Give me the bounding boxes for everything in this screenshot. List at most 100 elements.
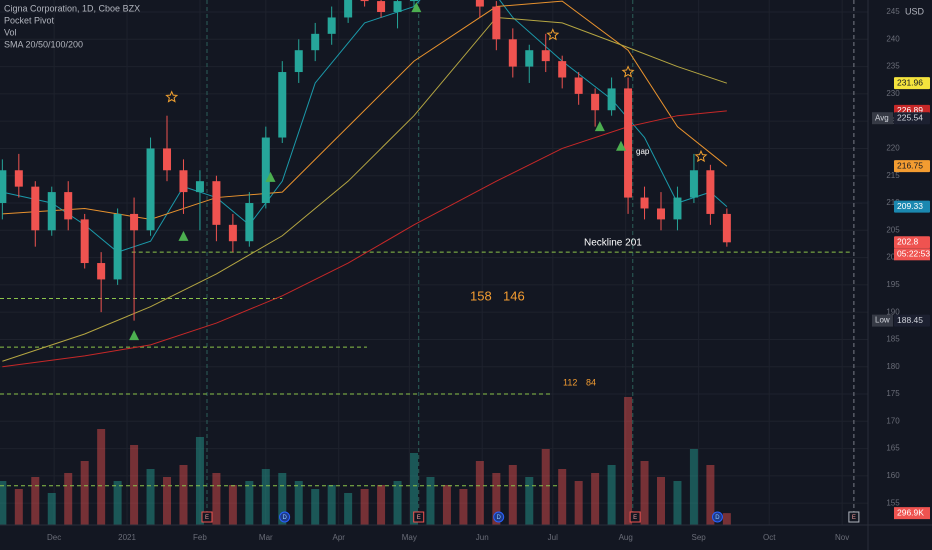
axis-layer: 1551601651701751801851901952002052102152… — [47, 7, 930, 542]
event-icon — [848, 511, 860, 523]
volume-bar — [525, 477, 534, 525]
price-badge — [894, 160, 930, 173]
candle-body — [195, 181, 204, 193]
candle-body — [410, 0, 419, 2]
volume-bar — [591, 473, 600, 525]
volume-bar — [541, 449, 550, 525]
volume-bar — [31, 477, 40, 525]
candle-body — [113, 213, 122, 280]
candle-body — [640, 197, 649, 209]
volume-bar — [640, 461, 649, 525]
event-icon — [711, 511, 723, 523]
y-tick-label: 185 — [886, 335, 900, 344]
price-layer — [0, 0, 731, 341]
x-tick-label: Mar — [259, 533, 273, 542]
event-icon — [413, 511, 425, 523]
badge-tag — [872, 112, 893, 125]
pocket-pivot — [178, 230, 189, 241]
candle-body — [130, 213, 139, 231]
volume-bar — [459, 489, 468, 525]
y-tick-label: 175 — [886, 389, 900, 398]
candle-body — [146, 148, 155, 231]
legend: SMA 20/50/100/200 — [4, 39, 83, 49]
pocket-pivot — [616, 140, 627, 151]
candle-body — [14, 170, 23, 187]
candle-body — [541, 50, 550, 62]
star-marker — [621, 65, 635, 78]
volume-bar — [574, 481, 583, 525]
volume-bar — [113, 481, 122, 525]
y-tick-label: 180 — [886, 362, 900, 371]
volume-bar — [278, 473, 287, 525]
candle-body — [327, 17, 336, 34]
candle-body — [80, 219, 89, 264]
event-icon — [279, 511, 291, 523]
grid — [0, 0, 868, 525]
price-badge-label: 226.89 — [897, 105, 923, 115]
volume-bar — [426, 477, 435, 525]
volume-bar — [294, 481, 303, 525]
price-badge-label: 216.75 — [897, 160, 923, 170]
y-tick-label: 230 — [886, 89, 900, 98]
candle-body — [656, 208, 665, 220]
badge-tag-label: Avg — [875, 113, 889, 122]
event-label: E — [417, 515, 421, 521]
candle-body — [163, 148, 172, 171]
volume-bar — [179, 465, 188, 525]
volume-bar — [130, 445, 139, 525]
x-tick-label: Oct — [763, 533, 776, 542]
candle-body — [673, 197, 682, 220]
overlay-layer — [0, 0, 852, 487]
volume-bar — [706, 465, 715, 525]
star-marker — [165, 90, 179, 103]
volume-bar — [14, 489, 23, 525]
y-tick-label: 160 — [886, 471, 900, 480]
price-badge-label: 225.54 — [897, 112, 923, 122]
annotation: Neckline 201 — [584, 238, 642, 249]
pocket-pivot — [265, 171, 276, 182]
volume-bar — [344, 493, 353, 525]
y-tick-label: 155 — [886, 498, 900, 507]
volume-bar — [245, 481, 254, 525]
volume-bar — [311, 489, 320, 525]
volume-bar — [656, 477, 665, 525]
annotation: gap — [636, 147, 650, 156]
star-marker — [694, 149, 708, 163]
event-icon — [201, 511, 213, 523]
y-tick-label: 170 — [886, 416, 900, 425]
candle-body — [558, 61, 567, 78]
price-badge — [894, 200, 930, 213]
volume-bar — [410, 453, 419, 525]
candle-body — [607, 88, 616, 111]
candle-body — [47, 192, 56, 231]
event-icon — [629, 511, 641, 523]
x-tick-label: Sep — [692, 533, 707, 542]
y-tick-label: 190 — [886, 307, 900, 316]
sma-line — [2, 0, 728, 253]
volume-bar — [64, 473, 73, 525]
candle-body — [525, 50, 534, 67]
y-tick-label: 200 — [886, 253, 900, 262]
candle-body — [624, 88, 633, 198]
badge-tag — [872, 314, 893, 327]
candle-body — [0, 170, 7, 204]
candle-body — [278, 72, 287, 138]
candle-body — [591, 93, 600, 111]
star-marker — [546, 28, 560, 41]
volume-bar — [607, 465, 616, 525]
volume-bar — [327, 485, 336, 525]
volume-layer — [0, 397, 731, 525]
volume-bar — [80, 461, 89, 525]
candle-body — [393, 1, 402, 13]
price-badge — [894, 236, 930, 249]
y-tick-label: 210 — [886, 198, 900, 207]
volume-bar — [97, 429, 106, 525]
candle-body — [212, 181, 221, 225]
volume-bar — [377, 485, 386, 525]
y-tick-label: 235 — [886, 62, 900, 71]
annotation: 158 — [470, 288, 492, 303]
volume-bar — [624, 397, 633, 525]
candle-body — [475, 0, 484, 7]
